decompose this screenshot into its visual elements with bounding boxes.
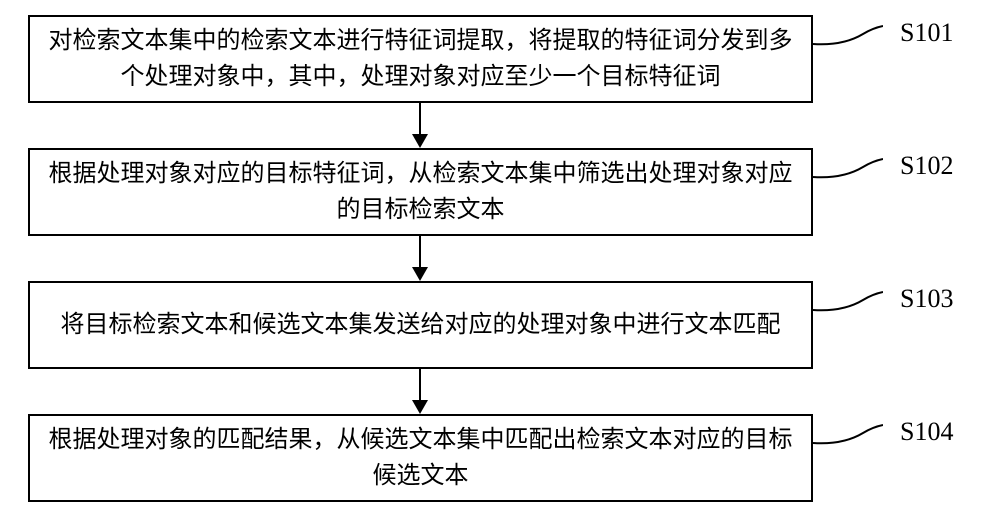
arrow-head-3	[412, 400, 428, 414]
arrow-line-3	[419, 369, 421, 400]
step-text: 对检索文本集中的检索文本进行特征词提取，将提取的特征词分发到多个处理对象中，其中…	[46, 23, 795, 95]
step-box-s101: 对检索文本集中的检索文本进行特征词提取，将提取的特征词分发到多个处理对象中，其中…	[28, 15, 813, 103]
step-box-s104: 根据处理对象的匹配结果，从候选文本集中匹配出检索文本对应的目标候选文本	[28, 414, 813, 502]
step-box-s103: 将目标检索文本和候选文本集发送给对应的处理对象中进行文本匹配	[28, 281, 813, 369]
step-text: 将目标检索文本和候选文本集发送给对应的处理对象中进行文本匹配	[61, 307, 781, 343]
step-text: 根据处理对象的匹配结果，从候选文本集中匹配出检索文本对应的目标候选文本	[46, 422, 795, 494]
step-label-s101: S101	[900, 18, 953, 48]
arrow-line-1	[419, 103, 421, 134]
label-connector-s104	[813, 423, 883, 447]
label-connector-s103	[813, 290, 883, 314]
arrow-head-1	[412, 134, 428, 148]
label-connector-s101	[813, 24, 883, 48]
arrow-head-2	[412, 267, 428, 281]
flowchart-canvas: 对检索文本集中的检索文本进行特征词提取，将提取的特征词分发到多个处理对象中，其中…	[0, 0, 1000, 525]
label-connector-s102	[813, 157, 883, 181]
step-label-s103: S103	[900, 284, 953, 314]
step-text: 根据处理对象对应的目标特征词，从检索文本集中筛选出处理对象对应的目标检索文本	[46, 156, 795, 228]
arrow-line-2	[419, 236, 421, 267]
step-label-s102: S102	[900, 151, 953, 181]
step-label-s104: S104	[900, 417, 953, 447]
step-box-s102: 根据处理对象对应的目标特征词，从检索文本集中筛选出处理对象对应的目标检索文本	[28, 148, 813, 236]
